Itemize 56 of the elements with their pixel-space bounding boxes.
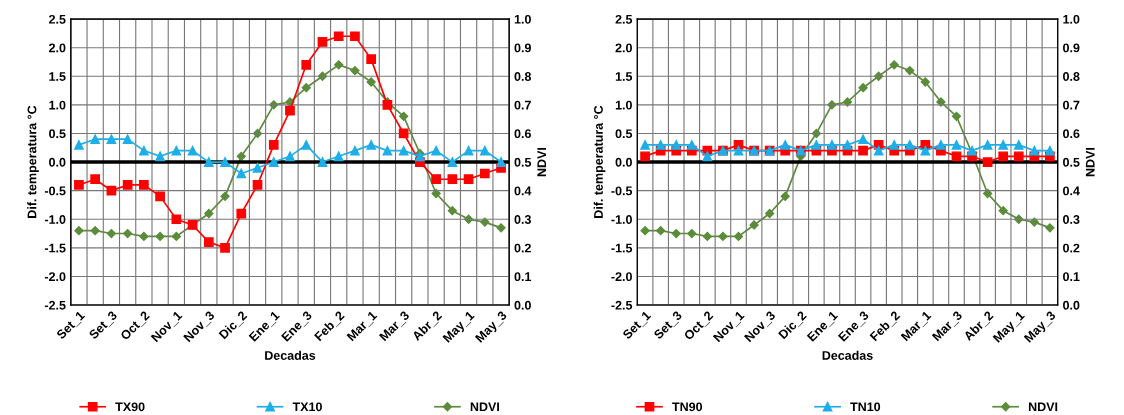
y2-tick-label: 0.9 <box>1063 43 1080 53</box>
legend-label: TX90 <box>115 402 145 412</box>
y-tick-label: -2.5 <box>611 300 633 310</box>
y2-tick-label: 0.2 <box>514 243 531 253</box>
y-tick-label: -1.0 <box>44 215 66 224</box>
legend-label: NDVI <box>1028 402 1058 412</box>
legend-label: TN90 <box>672 402 703 412</box>
y2-tick-label: 0.6 <box>514 129 531 139</box>
y2-tick-label: 0.5 <box>1063 157 1080 167</box>
legend-label: NDVI <box>470 402 499 412</box>
y-tick-label: 2.5 <box>615 14 633 24</box>
y-tick-label: 0.0 <box>49 157 66 167</box>
y2-tick-label: 0.8 <box>514 72 532 81</box>
y2-tick-label: 1.0 <box>1063 14 1080 24</box>
y-tick-label: -0.5 <box>44 186 66 196</box>
y-tick-label: 0.5 <box>615 129 633 139</box>
y-tick-label: 1.0 <box>615 100 632 110</box>
y2-axis-title: NDVI <box>537 147 547 177</box>
y-tick-label: 2.5 <box>49 14 66 24</box>
y2-tick-label: 0.2 <box>1063 243 1080 253</box>
y2-tick-label: 0.1 <box>1063 272 1080 282</box>
y2-tick-label: 0.9 <box>514 43 531 53</box>
y-tick-label: 0.5 <box>49 129 66 139</box>
y-tick-label: 2.0 <box>615 43 632 53</box>
y2-tick-label: 0.0 <box>514 300 531 310</box>
y2-tick-label: 0.5 <box>514 157 532 167</box>
y2-tick-label: 0.4 <box>1063 186 1080 196</box>
y2-tick-label: 0.6 <box>1063 129 1080 139</box>
x-axis-title: Decadas <box>822 350 873 360</box>
y-tick-label: -1.5 <box>611 243 633 253</box>
y-tick-label: -2.0 <box>44 272 66 282</box>
y-tick-label: -0.5 <box>611 186 633 196</box>
y2-tick-label: 0.3 <box>1063 215 1080 224</box>
y-axis-title: Dif. temperatura °C <box>593 105 606 218</box>
legend-label: TX10 <box>292 402 322 412</box>
y-tick-label: -1.0 <box>611 215 632 224</box>
y2-tick-label: 0.4 <box>514 186 532 196</box>
x-axis-title: Decadas <box>265 350 316 360</box>
y-tick-label: 1.0 <box>49 100 66 110</box>
y-tick-label: 2.0 <box>49 43 66 53</box>
y-tick-label: 1.5 <box>49 72 66 81</box>
y2-tick-label: 0.7 <box>1063 100 1080 110</box>
y2-axis-title: NDVI <box>1085 147 1095 177</box>
y2-tick-label: 0.0 <box>1063 300 1080 310</box>
legend-label: TN10 <box>850 402 881 412</box>
y2-tick-label: 0.1 <box>514 272 532 282</box>
y2-tick-label: 0.7 <box>514 100 531 110</box>
y2-tick-label: 1.0 <box>514 14 531 24</box>
y-tick-label: 0.0 <box>615 157 632 167</box>
y2-tick-label: 0.8 <box>1063 72 1080 81</box>
y-tick-label: -1.5 <box>44 243 66 253</box>
y-tick-label: -2.5 <box>44 300 66 310</box>
y-axis-title: Dif. temperatura °C <box>27 105 39 218</box>
y2-tick-label: 0.3 <box>514 215 531 224</box>
y-tick-label: -2.0 <box>611 272 632 282</box>
y-tick-label: 1.5 <box>615 72 633 81</box>
